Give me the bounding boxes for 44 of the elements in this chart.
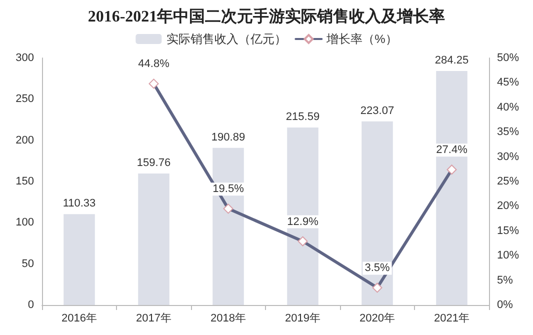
data-label: 159.76	[136, 156, 171, 169]
bar	[138, 173, 170, 305]
bar	[362, 121, 393, 305]
legend-label: 增长率（%）	[326, 32, 398, 46]
y2-tick-label: 15%	[497, 224, 520, 237]
x-tick-label: 2017年	[136, 312, 172, 324]
x-tick-label: 2020年	[360, 312, 395, 324]
data-label: 223.07	[360, 104, 394, 117]
y2-tick-label: 25%	[497, 176, 520, 188]
data-label: 190.89	[211, 131, 246, 144]
data-label: 27.4%	[436, 144, 468, 156]
x-tick-label: 2016年	[62, 312, 97, 324]
y2-tick-label: 45%	[497, 76, 520, 89]
y-tick-label: 250	[16, 93, 34, 106]
bar	[64, 214, 95, 305]
legend-label: 实际销售收入（亿元）	[166, 32, 287, 46]
chart-title: 2016-2021年中国二次元手游实际销售收入及增长率	[88, 6, 446, 26]
y-tick-label: 100	[16, 216, 34, 229]
x-tick-label: 2019年	[285, 312, 320, 324]
y2-tick-label: 0%	[497, 299, 514, 311]
y2-tick-label: 10%	[497, 250, 520, 262]
y-tick-label: 200	[16, 134, 34, 146]
y-tick-label: 0	[28, 299, 34, 311]
data-label: 19.5%	[212, 183, 244, 196]
bar	[287, 128, 318, 305]
x-tick-label: 2018年	[210, 312, 246, 324]
y-tick-label: 150	[16, 176, 34, 188]
data-label: 12.9%	[287, 216, 319, 228]
y-tick-label: 50	[22, 258, 34, 270]
data-label: 3.5%	[364, 262, 390, 274]
y2-tick-label: 40%	[497, 101, 520, 114]
x-tick-label: 2021年	[434, 312, 470, 324]
y2-tick-label: 20%	[497, 200, 520, 212]
y2-tick-label: 35%	[497, 126, 520, 138]
y2-tick-label: 30%	[497, 150, 520, 163]
bar	[212, 148, 244, 305]
y2-tick-label: 50%	[497, 52, 520, 64]
data-label: 284.25	[434, 54, 469, 66]
bar	[436, 70, 468, 305]
data-label: 44.8%	[138, 58, 170, 70]
y2-tick-label: 5%	[497, 274, 514, 286]
data-label: 110.33	[62, 198, 96, 210]
data-label: 215.59	[286, 111, 320, 123]
y-tick-label: 300	[16, 52, 34, 64]
